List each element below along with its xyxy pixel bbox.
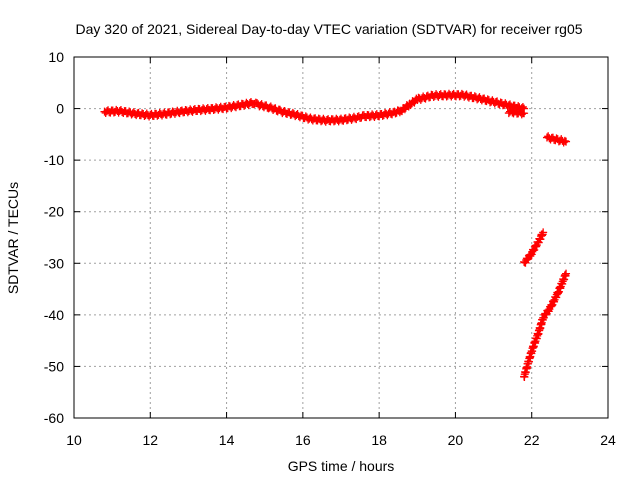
data-point	[520, 109, 529, 118]
y-tick-label: -20	[44, 204, 64, 220]
data-series-4	[520, 228, 548, 267]
y-tick-label: -10	[44, 152, 64, 168]
x-tick-label: 20	[448, 432, 464, 448]
x-tick-label: 16	[295, 432, 311, 448]
x-tick-label: 24	[600, 432, 616, 448]
axis-ticks: 10 12 14 16 18 20 22 24 10 0 -10 -20 -30 -40 -50 -60	[44, 49, 616, 448]
data-point	[560, 136, 569, 145]
x-tick-label: 12	[142, 432, 158, 448]
data-point	[562, 137, 571, 146]
x-tick-label: 22	[524, 432, 540, 448]
data-series-1	[100, 89, 529, 126]
y-tick-label: 10	[48, 49, 64, 65]
plot-frame	[73, 56, 609, 419]
x-tick-label: 18	[371, 432, 387, 448]
chart-title: Day 320 of 2021, Sidereal Day-to-day VTE…	[75, 21, 582, 37]
data-point	[562, 269, 571, 278]
x-axis-label: GPS time / hours	[288, 458, 395, 474]
data-series-3	[542, 132, 571, 147]
y-axis-label: SDTVAR / TECUs	[5, 182, 21, 294]
data-points	[100, 89, 571, 381]
y-tick-label: 0	[56, 101, 64, 117]
data-point	[526, 252, 535, 261]
data-series-5	[520, 269, 571, 381]
y-tick-label: -60	[44, 410, 64, 426]
x-tick-label: 10	[66, 432, 82, 448]
data-point	[539, 228, 548, 237]
y-tick-label: -30	[44, 255, 64, 271]
y-tick-label: -40	[44, 307, 64, 323]
x-tick-label: 14	[219, 432, 235, 448]
y-tick-label: -50	[44, 358, 64, 374]
data-series-2	[504, 106, 529, 119]
